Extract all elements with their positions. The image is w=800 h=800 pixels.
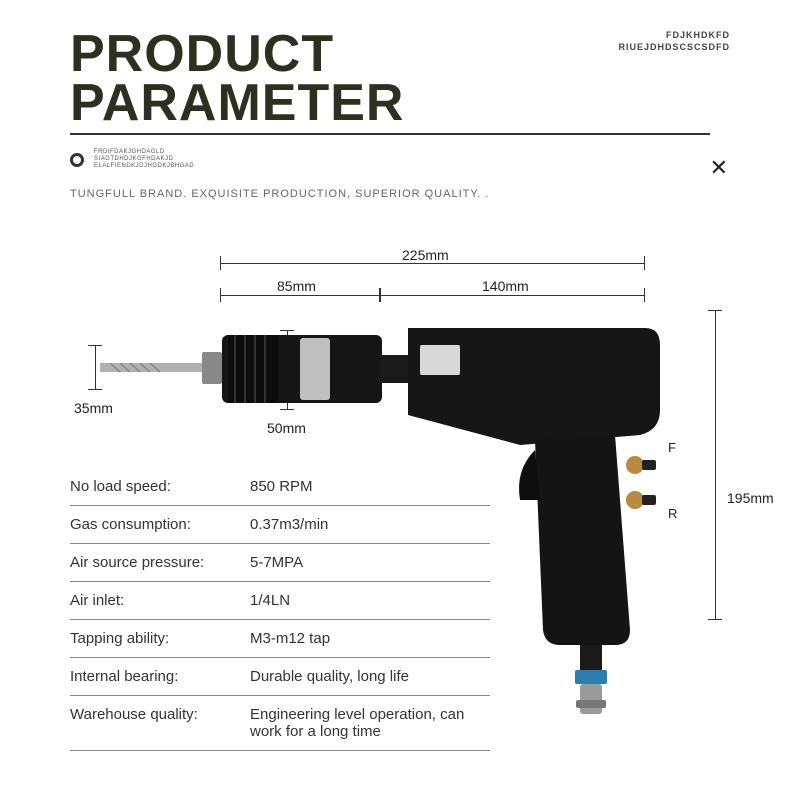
table-row: Internal bearing: Durable quality, long … [70,658,490,696]
spec-value: Durable quality, long life [250,668,490,685]
table-row: No load speed: 850 RPM [70,468,490,506]
sub-row: FRDIFDAKJGHDAGLD SIAGTDHDJKGFHDAKJD ELAL… [0,135,800,171]
spec-label: Tapping ability: [70,630,240,647]
table-row: Tapping ability: M3-m12 tap [70,620,490,658]
title-underline [70,133,710,135]
spec-table: No load speed: 850 RPM Gas consumption: … [70,468,490,751]
table-row: Warehouse quality: Engineering level ope… [70,696,490,751]
table-row: Gas consumption: 0.37m3/min [70,506,490,544]
svg-text:F: F [668,440,676,455]
spec-value: 1/4LN [250,592,490,609]
header: PRODUCT PARAMETER FDJKHDKFD RIUEJDHDSCSC… [0,0,800,135]
table-row: Air inlet: 1/4LN [70,582,490,620]
code-2: RIUEJDHDSCSCSDFD [618,42,730,54]
spec-label: Air source pressure: [70,554,240,571]
spec-value: M3-m12 tap [250,630,490,647]
dim-total-width: 225mm [400,247,451,263]
svg-text:R: R [668,506,677,521]
dim-line-chuck-width [220,295,380,296]
spec-label: Warehouse quality: [70,706,240,740]
dim-line-body-width [380,295,645,296]
product-diagram: 225mm 85mm 140mm 35mm 50mm 195mm [0,245,800,495]
spec-value: 850 RPM [250,478,490,495]
dim-line-total-width [220,263,645,264]
code-1: FDJKHDKFD [618,30,730,42]
close-icon[interactable]: ✕ [710,155,728,181]
spec-label: Air inlet: [70,592,240,609]
spec-value: Engineering level operation, can work fo… [250,706,490,740]
table-row: Air source pressure: 5-7MPA [70,544,490,582]
tagline: TUNGFULL BRAND. EXQUISITE PRODUCTION, SU… [0,170,800,200]
dim-chuck-width: 85mm [275,278,318,294]
top-right-codes: FDJKHDKFD RIUEJDHDSCSCSDFD [618,30,730,53]
title-line-2: PARAMETER [70,79,730,128]
dim-total-height: 195mm [725,490,776,506]
spec-label: Gas consumption: [70,516,240,533]
bullet-icon [70,153,84,167]
spec-label: No load speed: [70,478,240,495]
spec-label: Internal bearing: [70,668,240,685]
spec-value: 0.37m3/min [250,516,490,533]
dim-body-width: 140mm [480,278,531,294]
tiny-text-block: FRDIFDAKJGHDAGLD SIAGTDHDJKGFHDAKJD ELAL… [94,149,194,171]
spec-value: 5-7MPA [250,554,490,571]
